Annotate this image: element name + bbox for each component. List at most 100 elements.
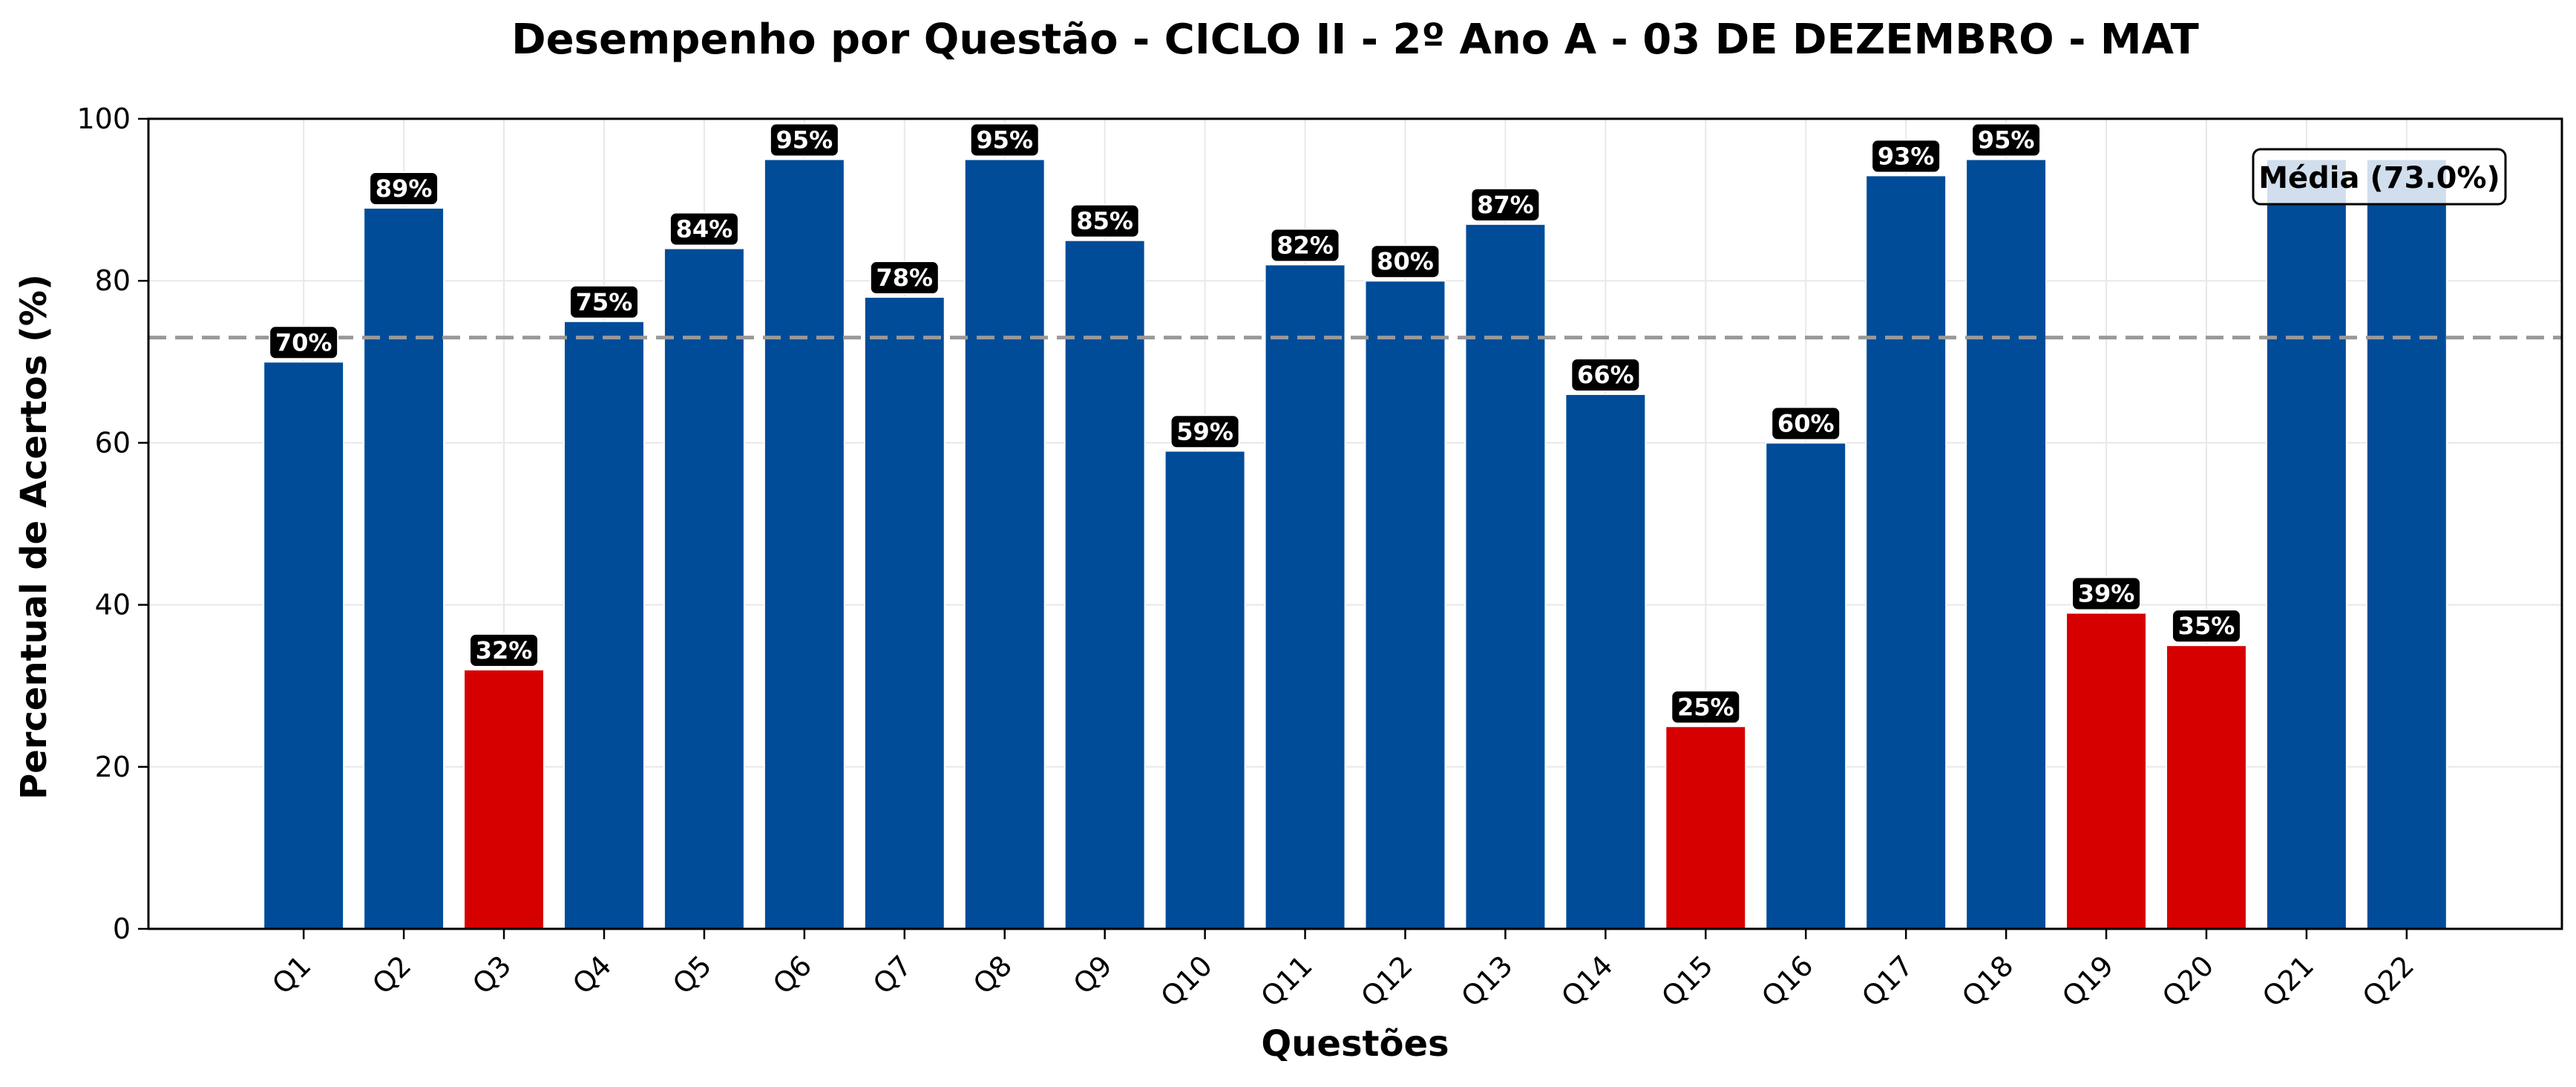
mean-legend-label: Média (73.0%) <box>2258 161 2500 195</box>
data-label-box <box>2071 576 2142 611</box>
x-tick-label: Q2 <box>366 949 417 1000</box>
x-tick-label: Q4 <box>566 949 617 1000</box>
x-tick-label: Q14 <box>1555 949 1619 1013</box>
y-tick-label: 20 <box>95 751 131 783</box>
bars <box>263 158 2448 930</box>
plot-frame <box>147 117 2563 930</box>
x-tick-label: Q20 <box>2156 949 2220 1013</box>
x-tick-label: Q18 <box>1956 949 2019 1013</box>
data-label-box <box>1771 406 1841 441</box>
bar-q19 <box>2065 612 2148 930</box>
bar-q6 <box>763 158 845 930</box>
bar-q12 <box>1364 280 1446 930</box>
y-tick-label: 100 <box>76 102 131 135</box>
data-label: 78% <box>876 264 933 292</box>
bar-q4 <box>563 320 645 930</box>
data-label-box <box>1069 203 1140 238</box>
data-label: 93% <box>1878 142 1935 170</box>
bar-q10 <box>1164 450 1246 930</box>
data-label: 70% <box>275 328 332 356</box>
data-label-box <box>1170 414 1240 449</box>
bar-q22 <box>2365 158 2448 930</box>
data-label: 35% <box>2178 612 2235 640</box>
y-tick-label: 60 <box>95 426 131 459</box>
y-axis-label: Percentual de Acertos (%) <box>13 274 55 800</box>
data-label: 85% <box>1076 207 1133 235</box>
data-label-box <box>469 633 540 667</box>
x-tick-label: Q3 <box>466 949 517 1000</box>
data-label-box <box>568 284 639 319</box>
data-label: 75% <box>576 288 633 316</box>
bar-q13 <box>1464 223 1547 930</box>
x-tick-label: Q16 <box>1755 949 1819 1013</box>
data-label-box <box>269 325 339 360</box>
data-label-box <box>2171 609 2241 644</box>
data-label: 66% <box>1577 361 1634 389</box>
data-label-box <box>1470 187 1541 222</box>
x-tick-label: Q10 <box>1155 949 1219 1013</box>
x-axis-label: Questões <box>1261 1023 1449 1065</box>
x-tick-label: Q19 <box>2056 949 2120 1013</box>
data-label-box <box>1971 123 2042 157</box>
data-label-box <box>1370 244 1441 279</box>
bar-q1 <box>263 361 345 930</box>
x-tick-label: Q22 <box>2356 949 2420 1013</box>
x-tick-label: Q1 <box>266 949 317 1000</box>
data-label: 59% <box>1176 417 1233 445</box>
x-tick-label: Q8 <box>967 949 1018 1000</box>
x-tick-label: Q15 <box>1655 949 1719 1013</box>
data-label-box <box>969 123 1040 157</box>
bar-q9 <box>1063 239 1146 930</box>
data-label: 89% <box>376 174 433 203</box>
bar-q15 <box>1665 725 1747 930</box>
data-label-box <box>869 261 940 296</box>
data-label: 95% <box>776 126 833 154</box>
bar-q2 <box>363 207 445 930</box>
bar-q14 <box>1564 393 1647 930</box>
data-label: 82% <box>1276 231 1334 259</box>
mean-legend-box <box>2252 148 2507 206</box>
bar-q16 <box>1765 442 1847 930</box>
data-label: 39% <box>2078 580 2135 608</box>
y-tick-label: 40 <box>95 589 131 621</box>
x-tick-label: Q5 <box>666 949 718 1000</box>
bar-q8 <box>963 158 1046 930</box>
bar-q7 <box>863 296 945 930</box>
x-tick-label: Q21 <box>2256 949 2320 1013</box>
data-label: 95% <box>1978 126 2035 154</box>
mean-legend: Média (73.0%) <box>2252 148 2507 206</box>
x-tick-label: Q11 <box>1254 949 1318 1013</box>
bar-q3 <box>463 668 545 930</box>
x-tick-label: Q12 <box>1354 949 1418 1013</box>
bar-q5 <box>663 247 745 930</box>
data-label-box <box>669 212 739 247</box>
chart-title: Desempenho por Questão - CICLO II - 2º A… <box>511 16 2199 64</box>
bar-q21 <box>2265 158 2347 930</box>
data-label-box <box>1871 139 1941 174</box>
data-label-box <box>1270 228 1340 263</box>
bar-q11 <box>1264 264 1346 930</box>
data-label-box <box>369 172 439 206</box>
y-tick-label: 80 <box>95 264 131 297</box>
x-tick-label: Q13 <box>1455 949 1518 1013</box>
x-axis: Q1 Q2 Q3 Q4 Q5 Q6 Q7 Q8 Q9 Q10 Q11 Q12 Q13 Q14 Q15 Q16 Q… <box>266 929 2420 1013</box>
data-label: 80% <box>1377 247 1434 275</box>
data-label-box <box>1671 690 1741 725</box>
data-label: 25% <box>1677 693 1734 721</box>
x-tick-label: Q17 <box>1855 949 1919 1013</box>
bar-q20 <box>2165 644 2247 930</box>
data-label: 84% <box>676 215 733 244</box>
data-label: 32% <box>476 636 533 665</box>
data-label: 95% <box>976 126 1033 154</box>
data-label: 87% <box>1477 191 1534 219</box>
x-tick-label: Q6 <box>767 949 818 1000</box>
data-label-box <box>1570 357 1641 392</box>
data-labels: 70% 89% 32% 75% 84% 95% 78% 95% 85% 59% 82% 80% 87% 6… <box>269 123 2241 725</box>
bar-q17 <box>1865 174 1947 930</box>
data-label-box <box>769 123 839 157</box>
x-tick-label: Q7 <box>867 949 918 1000</box>
y-axis: 0 20 40 60 80 100 <box>76 102 148 945</box>
y-tick-label: 0 <box>113 913 131 945</box>
bar-q18 <box>1965 158 2048 930</box>
